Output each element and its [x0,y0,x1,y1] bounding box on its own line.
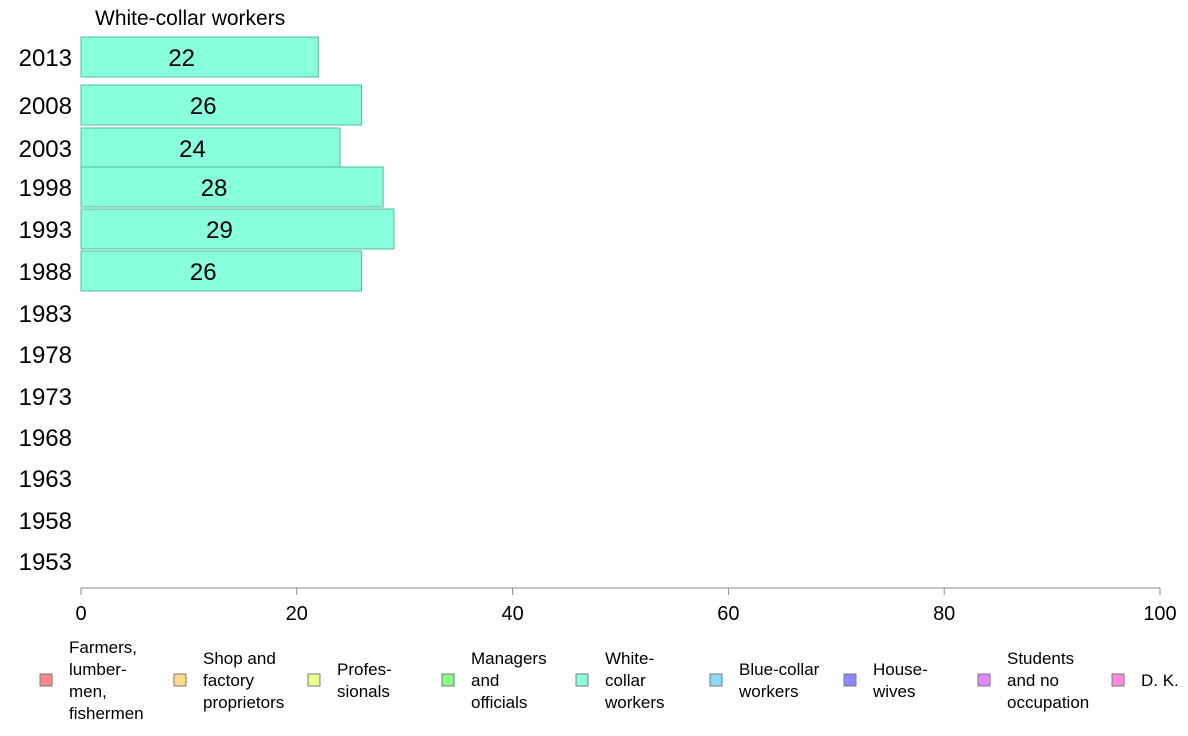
legend-label: Managers [471,649,547,668]
bar-value-label: 24 [179,136,206,163]
bar [80,166,384,208]
legend-label: officials [471,693,527,712]
year-label: 1978 [19,342,72,369]
legend-swatch [575,673,589,687]
year-label: 1983 [19,301,72,328]
legend-label: wives [872,682,916,701]
year-label: 2013 [19,45,72,72]
year-label: 1968 [19,425,72,452]
bar-value-label: 29 [206,217,233,244]
legend-swatch [39,673,53,687]
legend-swatch [307,673,321,687]
legend-swatch [173,673,187,687]
legend-label: Farmers, [69,638,137,657]
legend-label: and [471,671,499,690]
legend-label: lumber- [69,660,127,679]
legend-label: collar [605,671,646,690]
bar-rows: 2013 22 2008 26 2003 24 1998 28 1993 29 1988 26 1983… [19,36,395,576]
bar-value-label: 28 [201,175,228,202]
year-label: 1963 [19,466,72,493]
bar-value-label: 26 [190,259,217,286]
legend-item: Students and no occupation [977,649,1089,712]
legend-label: fishermen [69,704,144,723]
year-label: 1953 [19,549,72,576]
bar [80,250,363,292]
legend-label: Blue-collar [739,660,820,679]
legend-item: Blue-collar workers [709,660,820,701]
year-label: 1988 [19,259,72,286]
legend-item: Managers and officials [441,649,547,712]
legend-swatch [977,673,991,687]
bar [80,84,363,126]
x-tick-label: 0 [75,603,86,625]
legend: Farmers, lumber-men, fishermen Shop and fact… [39,638,1179,723]
legend-swatch [1111,673,1125,687]
year-label: 1998 [19,175,72,202]
legend-label: White- [605,649,654,668]
legend-item: D. K. [1111,671,1179,690]
x-tick-label: 40 [501,603,523,625]
legend-item: Farmers, lumber-men, fishermen [39,638,144,723]
year-label: 2003 [19,136,72,163]
legend-label: men, [69,682,107,701]
legend-label: House- [873,660,928,679]
legend-swatch [843,673,857,687]
year-label: 1958 [19,508,72,535]
legend-label: factory [203,671,255,690]
legend-label: Shop and [203,649,276,668]
year-label: 2008 [19,93,72,120]
legend-swatch [709,673,723,687]
legend-label: proprietors [203,693,284,712]
legend-item: Shop and factory proprietors [173,649,284,712]
legend-label: occupation [1007,693,1089,712]
bar [80,127,341,169]
legend-item: House-wives [843,660,928,701]
legend-item: Profes-sionals [307,660,392,701]
legend-label: Profes- [337,660,392,679]
year-label: 1993 [19,217,72,244]
x-tick-label: 80 [933,603,955,625]
legend-label: workers [604,693,665,712]
chart-title: White-collar workers [95,7,285,30]
legend-label: sionals [337,682,390,701]
bar [80,36,319,78]
legend-label: Students [1007,649,1074,668]
legend-label: workers [738,682,799,701]
legend-item: White-collar workers [575,649,665,712]
bar [80,208,395,250]
bar-value-label: 26 [190,93,217,120]
x-axis: 0 20 40 60 80 100 [75,587,1177,625]
bar-value-label: 22 [168,45,195,72]
year-label: 1973 [19,384,72,411]
legend-swatch [441,673,455,687]
legend-label: D. K. [1141,671,1179,690]
x-tick-label: 60 [717,603,739,625]
x-tick-label: 100 [1143,603,1176,625]
legend-label: and no [1007,671,1059,690]
x-tick-label: 20 [286,603,308,625]
